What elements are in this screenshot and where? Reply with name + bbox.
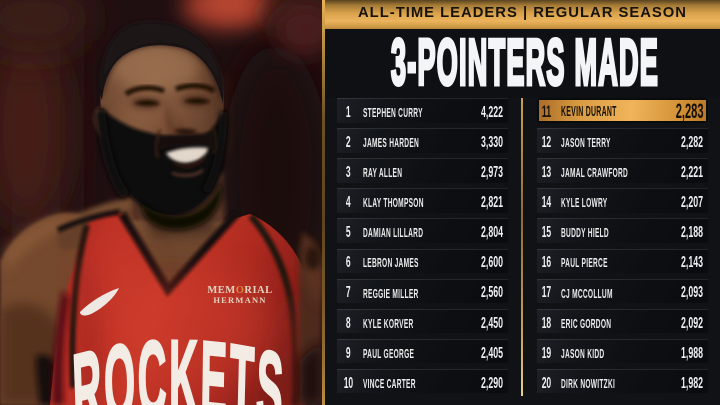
svg-text:MEMORIAL: MEMORIAL <box>207 285 272 296</box>
svg-text:HERMANN: HERMANN <box>213 295 266 305</box>
svg-text:ROCKETS: ROCKETS <box>71 318 287 405</box>
